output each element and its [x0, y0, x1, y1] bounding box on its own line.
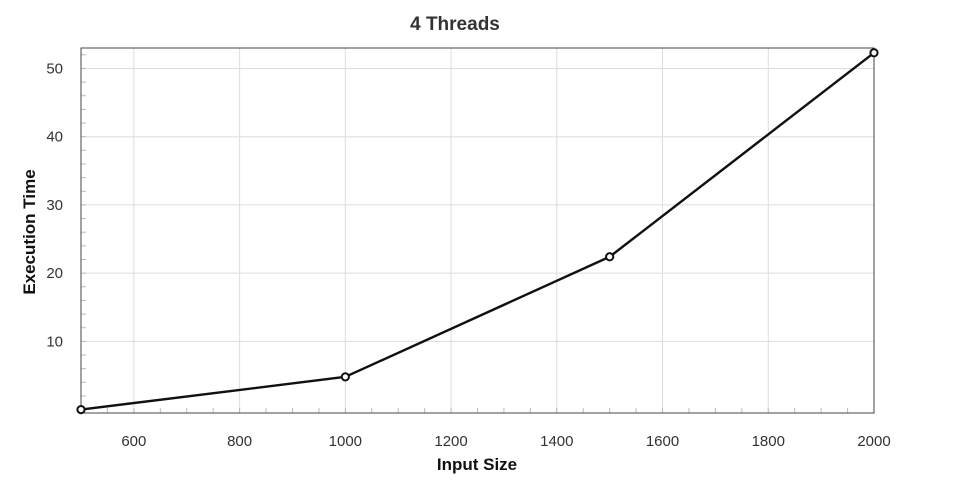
data-point	[76, 404, 86, 415]
data-point	[605, 252, 615, 262]
x-tick-label: 1000	[329, 433, 362, 450]
y-tick-label: 50	[46, 60, 63, 77]
y-tick-label: 30	[46, 197, 63, 214]
data-point	[340, 372, 350, 382]
x-tick-label: 600	[121, 433, 146, 450]
plot-area-border	[80, 47, 875, 414]
y-axis-tick-labels: 10 20 30 40 50	[46, 60, 63, 350]
x-axis-title: Input Size	[437, 455, 517, 474]
y-tick-label: 10	[46, 333, 63, 350]
y-tick-label: 20	[46, 265, 63, 282]
x-tick-label: 1600	[646, 433, 679, 450]
x-axis-tick-labels: 600 800 1000 1200 1400 1600 1800 2000	[121, 433, 890, 450]
grid	[81, 48, 875, 413]
y-tick-label: 40	[46, 129, 63, 146]
minor-ticks	[80, 54, 875, 413]
x-tick-label: 800	[227, 433, 252, 450]
x-tick-label: 1200	[434, 433, 467, 450]
y-axis-title: Execution Time	[20, 169, 39, 294]
x-tick-label: 1800	[752, 433, 785, 450]
x-tick-label: 2000	[857, 433, 890, 450]
series	[76, 48, 879, 415]
series-line	[80, 51, 875, 411]
data-point	[869, 48, 879, 58]
chart-title: 4 Threads	[410, 14, 500, 35]
x-tick-label: 1400	[540, 433, 573, 450]
